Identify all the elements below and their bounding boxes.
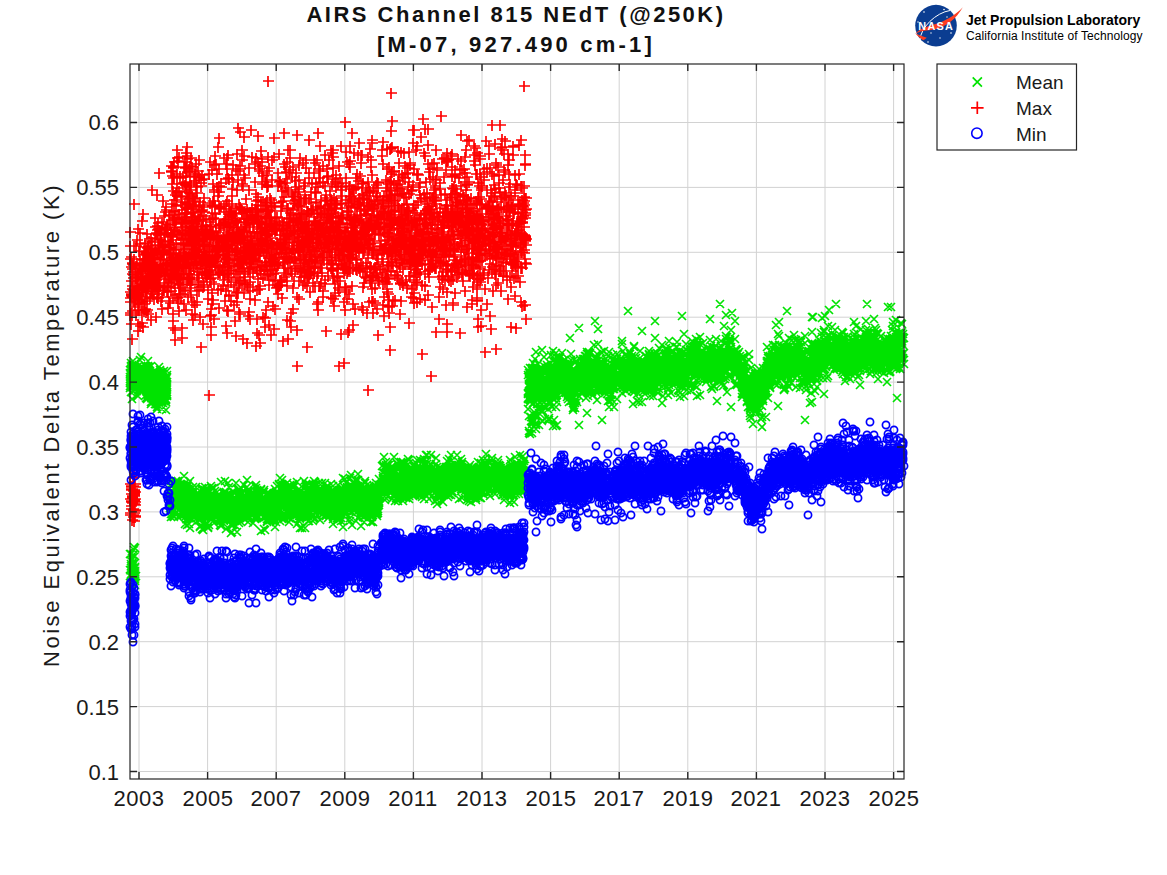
- svg-text:[M-07, 927.490 cm-1]: [M-07, 927.490 cm-1]: [377, 32, 655, 57]
- svg-text:Noise Equivalent Delta Tempera: Noise Equivalent Delta Temperature (K): [39, 183, 64, 667]
- svg-text:0.5: 0.5: [88, 240, 119, 265]
- svg-text:Min: Min: [1016, 124, 1047, 145]
- svg-text:2025: 2025: [869, 786, 920, 811]
- svg-text:0.4: 0.4: [88, 370, 119, 395]
- svg-text:0.1: 0.1: [88, 760, 119, 785]
- svg-text:2003: 2003: [114, 786, 165, 811]
- svg-text:NASA: NASA: [918, 20, 954, 32]
- svg-text:2023: 2023: [800, 786, 851, 811]
- svg-text:Mean: Mean: [1016, 72, 1064, 93]
- svg-text:Max: Max: [1016, 98, 1052, 119]
- svg-text:2005: 2005: [183, 786, 234, 811]
- svg-text:2019: 2019: [663, 786, 714, 811]
- svg-text:Jet Propulsion Laboratory: Jet Propulsion Laboratory: [966, 12, 1140, 28]
- svg-text:0.45: 0.45: [76, 305, 119, 330]
- svg-text:2007: 2007: [251, 786, 302, 811]
- svg-text:2021: 2021: [731, 786, 782, 811]
- svg-text:0.6: 0.6: [88, 110, 119, 135]
- svg-text:0.55: 0.55: [76, 175, 119, 200]
- svg-text:2009: 2009: [320, 786, 371, 811]
- svg-text:0.2: 0.2: [88, 630, 119, 655]
- svg-text:2013: 2013: [457, 786, 508, 811]
- svg-text:0.3: 0.3: [88, 500, 119, 525]
- svg-text:2017: 2017: [594, 786, 645, 811]
- svg-text:2011: 2011: [388, 786, 437, 811]
- svg-text:2015: 2015: [526, 786, 577, 811]
- svg-text:AIRS Channel 815 NEdT (@250K): AIRS Channel 815 NEdT (@250K): [306, 2, 725, 27]
- svg-text:California Institute of Techno: California Institute of Technology: [966, 29, 1143, 43]
- svg-text:0.25: 0.25: [76, 565, 119, 590]
- svg-text:0.15: 0.15: [76, 695, 119, 720]
- svg-text:0.35: 0.35: [76, 435, 119, 460]
